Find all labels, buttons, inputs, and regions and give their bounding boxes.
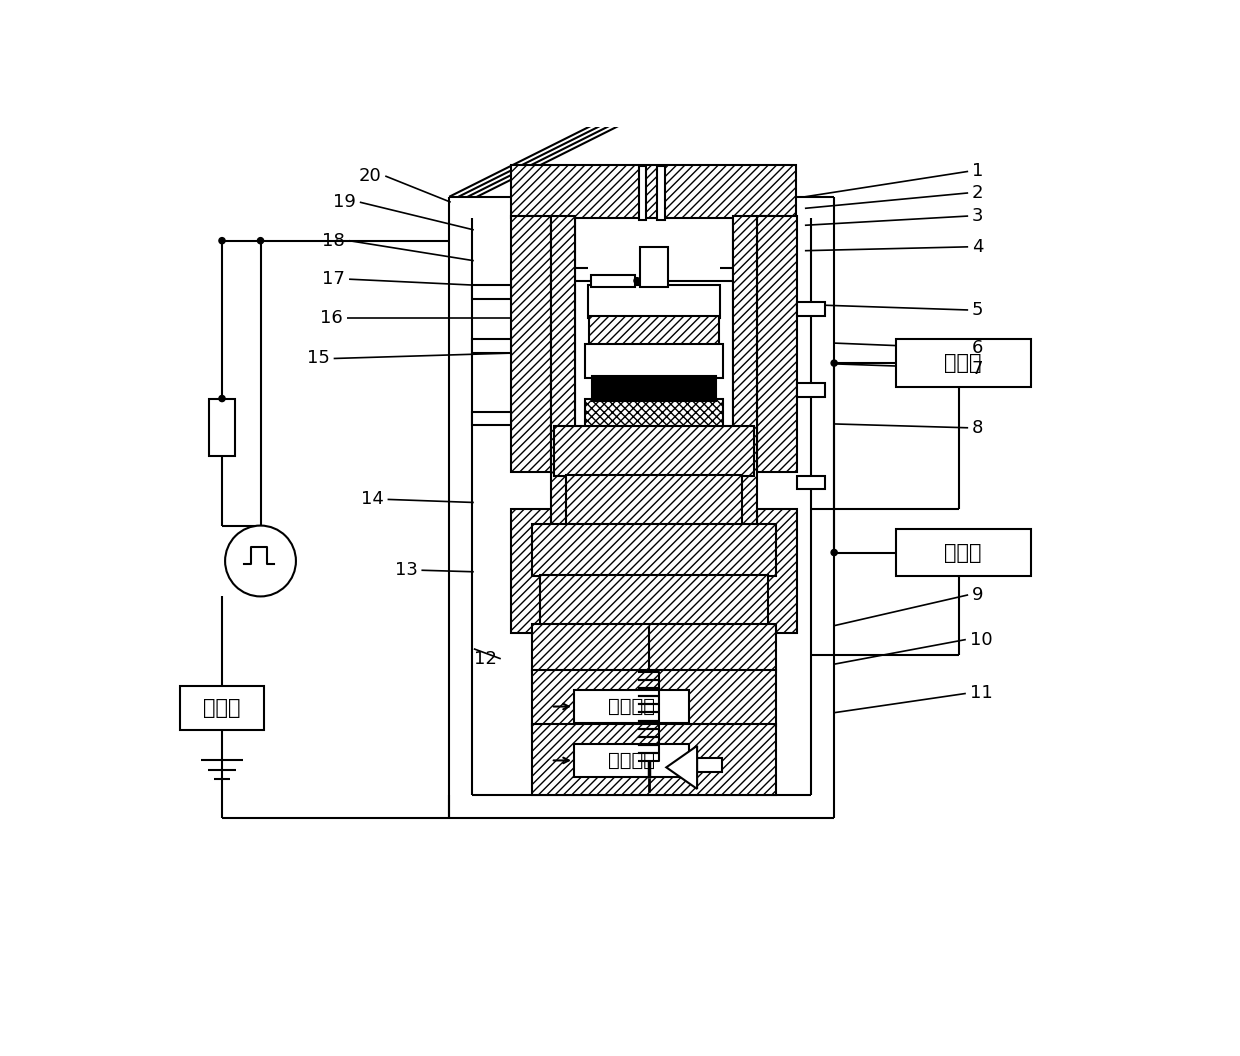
- Text: 高温油浴: 高温油浴: [608, 697, 655, 716]
- Text: 8: 8: [972, 419, 983, 437]
- Bar: [758, 216, 797, 472]
- Text: 17: 17: [322, 270, 345, 288]
- Text: 计算机: 计算机: [944, 353, 982, 373]
- Bar: [797, 475, 825, 489]
- Bar: [532, 624, 776, 672]
- Bar: [472, 339, 511, 353]
- Text: 15: 15: [308, 350, 330, 367]
- Bar: [532, 524, 776, 577]
- Bar: [588, 285, 720, 318]
- Bar: [208, 398, 236, 456]
- Text: 9: 9: [972, 586, 983, 604]
- Text: 4: 4: [972, 238, 983, 256]
- Bar: [528, 216, 538, 248]
- Circle shape: [219, 238, 226, 244]
- Text: 13: 13: [394, 561, 418, 580]
- Text: 高压源: 高压源: [203, 698, 241, 718]
- Bar: [532, 724, 776, 795]
- Bar: [797, 383, 825, 397]
- Circle shape: [831, 549, 837, 555]
- Bar: [639, 166, 646, 220]
- Bar: [895, 339, 1030, 386]
- Text: 12: 12: [474, 649, 497, 667]
- Bar: [589, 316, 719, 345]
- Text: 20: 20: [358, 167, 382, 185]
- Text: 18: 18: [322, 231, 345, 249]
- Text: 7: 7: [972, 359, 983, 377]
- Bar: [590, 275, 635, 287]
- Circle shape: [831, 360, 837, 366]
- Text: 14: 14: [361, 490, 383, 508]
- Bar: [472, 412, 511, 426]
- Text: 11: 11: [970, 684, 992, 702]
- Bar: [758, 509, 797, 634]
- Text: 示波器: 示波器: [944, 543, 982, 563]
- Text: 10: 10: [970, 630, 992, 648]
- Bar: [697, 758, 722, 772]
- Bar: [797, 302, 825, 316]
- Text: 低温油浴: 低温油浴: [608, 751, 655, 770]
- Text: 3: 3: [972, 207, 983, 225]
- Bar: [511, 216, 551, 472]
- Bar: [472, 285, 511, 299]
- Bar: [511, 165, 796, 218]
- Bar: [554, 427, 754, 476]
- Text: 5: 5: [972, 301, 983, 319]
- Bar: [895, 529, 1030, 577]
- Text: 2: 2: [972, 184, 983, 202]
- Bar: [551, 216, 575, 557]
- Bar: [541, 574, 768, 625]
- Bar: [511, 509, 551, 634]
- Bar: [585, 399, 723, 428]
- Circle shape: [226, 526, 296, 597]
- Circle shape: [634, 278, 640, 284]
- Bar: [733, 216, 758, 557]
- Polygon shape: [666, 746, 697, 789]
- Circle shape: [258, 238, 264, 244]
- Bar: [585, 344, 723, 378]
- Text: 1: 1: [972, 163, 983, 181]
- Circle shape: [219, 395, 226, 401]
- Bar: [657, 166, 665, 220]
- Bar: [640, 247, 668, 287]
- Bar: [574, 744, 689, 776]
- Text: 16: 16: [320, 308, 343, 326]
- Bar: [532, 671, 776, 725]
- Bar: [567, 475, 742, 526]
- Text: 19: 19: [334, 193, 356, 211]
- Bar: [761, 216, 773, 248]
- Bar: [574, 691, 689, 722]
- Text: 6: 6: [972, 339, 983, 358]
- Bar: [593, 376, 715, 401]
- Bar: [180, 685, 264, 731]
